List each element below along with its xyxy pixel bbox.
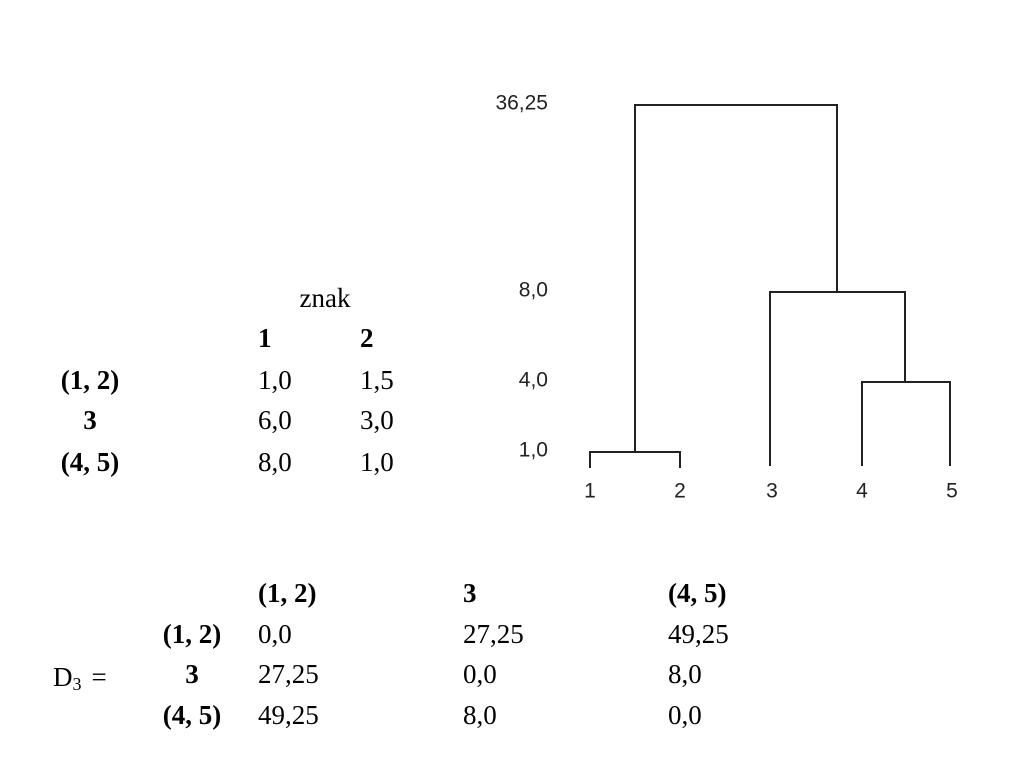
row-label: 3 [83,405,97,435]
cell: 1,0 [360,447,394,477]
subscript: 3 [73,674,82,694]
cell: 0,0 [258,619,292,649]
row-label: (4, 5) [61,447,119,477]
level-label: 36,25 [495,92,548,115]
column-header: (4, 5) [668,578,726,608]
row-label: (1, 2) [163,619,221,649]
leaf-label: 2 [674,480,686,503]
level-label: 4,0 [519,369,548,392]
cell: 49,25 [668,619,729,649]
cell: 0,0 [668,700,702,730]
equals: = [92,662,107,692]
column-header: 3 [463,578,477,608]
row-label: 3 [185,659,199,689]
cell: 27,25 [463,619,524,649]
content: znak 1 2 (1, 2) 1,0 1,5 3 6,0 3,0 (4, 5) 8,0 1,0 36,… [53,92,958,731]
cell: 6,0 [258,405,292,435]
level-label: 1,0 [519,439,548,462]
link [861,381,951,466]
leaf-label: 1 [584,480,596,503]
dendrogram-lines [589,104,951,468]
link [634,104,838,452]
cell: 1,0 [258,365,292,395]
cell: 49,25 [258,700,319,730]
leaf-label: 4 [856,480,868,503]
cell: 27,25 [258,659,319,689]
cell: 0,0 [463,659,497,689]
table-header: znak [300,283,351,313]
link [769,291,906,466]
leaf-label: 5 [946,480,958,503]
leaf-label: 3 [766,480,778,503]
cell: 8,0 [463,700,497,730]
matrix-name: D3 = [53,662,107,694]
cell: 1,5 [360,365,394,395]
level-label: 8,0 [519,279,548,302]
row-label: (1, 2) [61,365,119,395]
column-header: 1 [258,323,272,353]
link [589,451,681,468]
cell: 8,0 [668,659,702,689]
row-label: (4, 5) [163,700,221,730]
column-header: 2 [360,323,374,353]
cell: 8,0 [258,447,292,477]
cell: 3,0 [360,405,394,435]
column-header: (1, 2) [258,578,316,608]
